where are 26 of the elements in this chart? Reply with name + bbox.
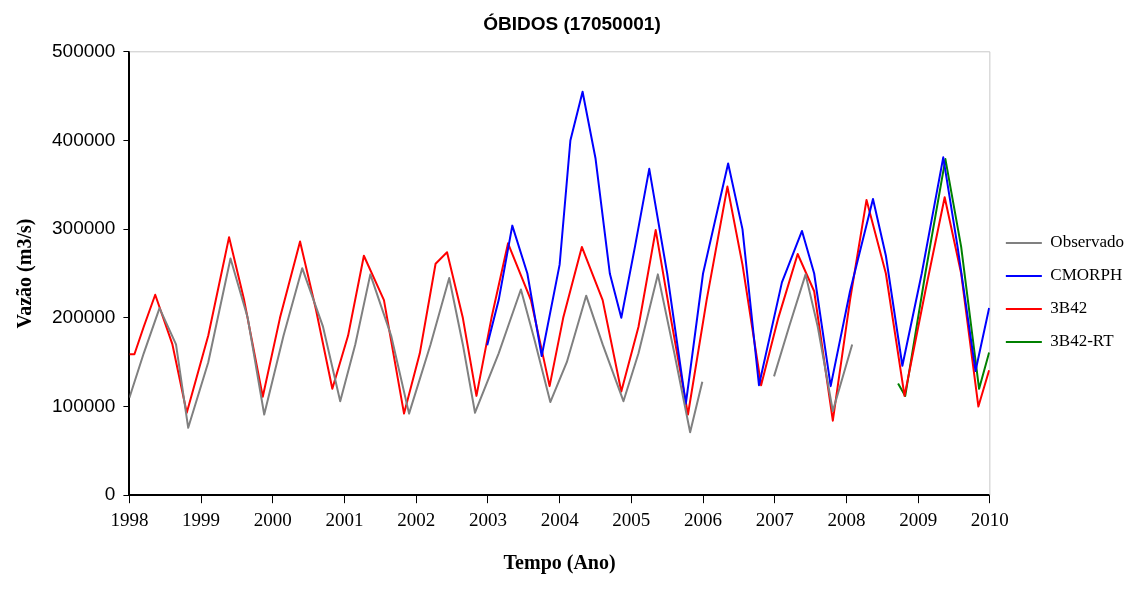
x-tick-label: 2000 <box>253 508 292 530</box>
legend-label: 3B42 <box>1050 298 1088 318</box>
x-tick-label: 1999 <box>182 508 221 530</box>
legend-label: Observado <box>1050 232 1125 252</box>
y-tick-label: 400000 <box>52 128 116 150</box>
x-tick-label: 2009 <box>899 508 938 530</box>
x-tick-label: 2001 <box>325 508 364 530</box>
x-tick-label: 1998 <box>110 508 149 530</box>
y-tick-label: 200000 <box>52 306 116 328</box>
x-tick-label: 2003 <box>468 508 507 530</box>
y-tick-label: 300000 <box>52 217 116 239</box>
x-tick-label: 2007 <box>755 508 794 530</box>
x-tick-label: 2002 <box>397 508 436 530</box>
y-tick-label: 100000 <box>52 394 116 416</box>
y-tick-label: 500000 <box>52 40 116 62</box>
x-axis-title: Tempo (Ano) <box>503 551 616 575</box>
x-tick-label: 2008 <box>827 508 866 530</box>
x-tick-label: 2004 <box>540 508 580 530</box>
y-tick-label: 0 <box>104 483 116 505</box>
x-tick-label: 2006 <box>684 508 723 530</box>
legend-label: CMORPH <box>1050 265 1123 285</box>
x-tick-label: 2005 <box>612 508 651 530</box>
y-axis-title: Vazão (m3/s) <box>13 218 37 329</box>
chart-title: ÓBIDOS (17050001) <box>483 12 661 34</box>
x-tick-label: 2010 <box>970 508 1009 530</box>
legend-label: 3B42-RT <box>1050 331 1115 351</box>
